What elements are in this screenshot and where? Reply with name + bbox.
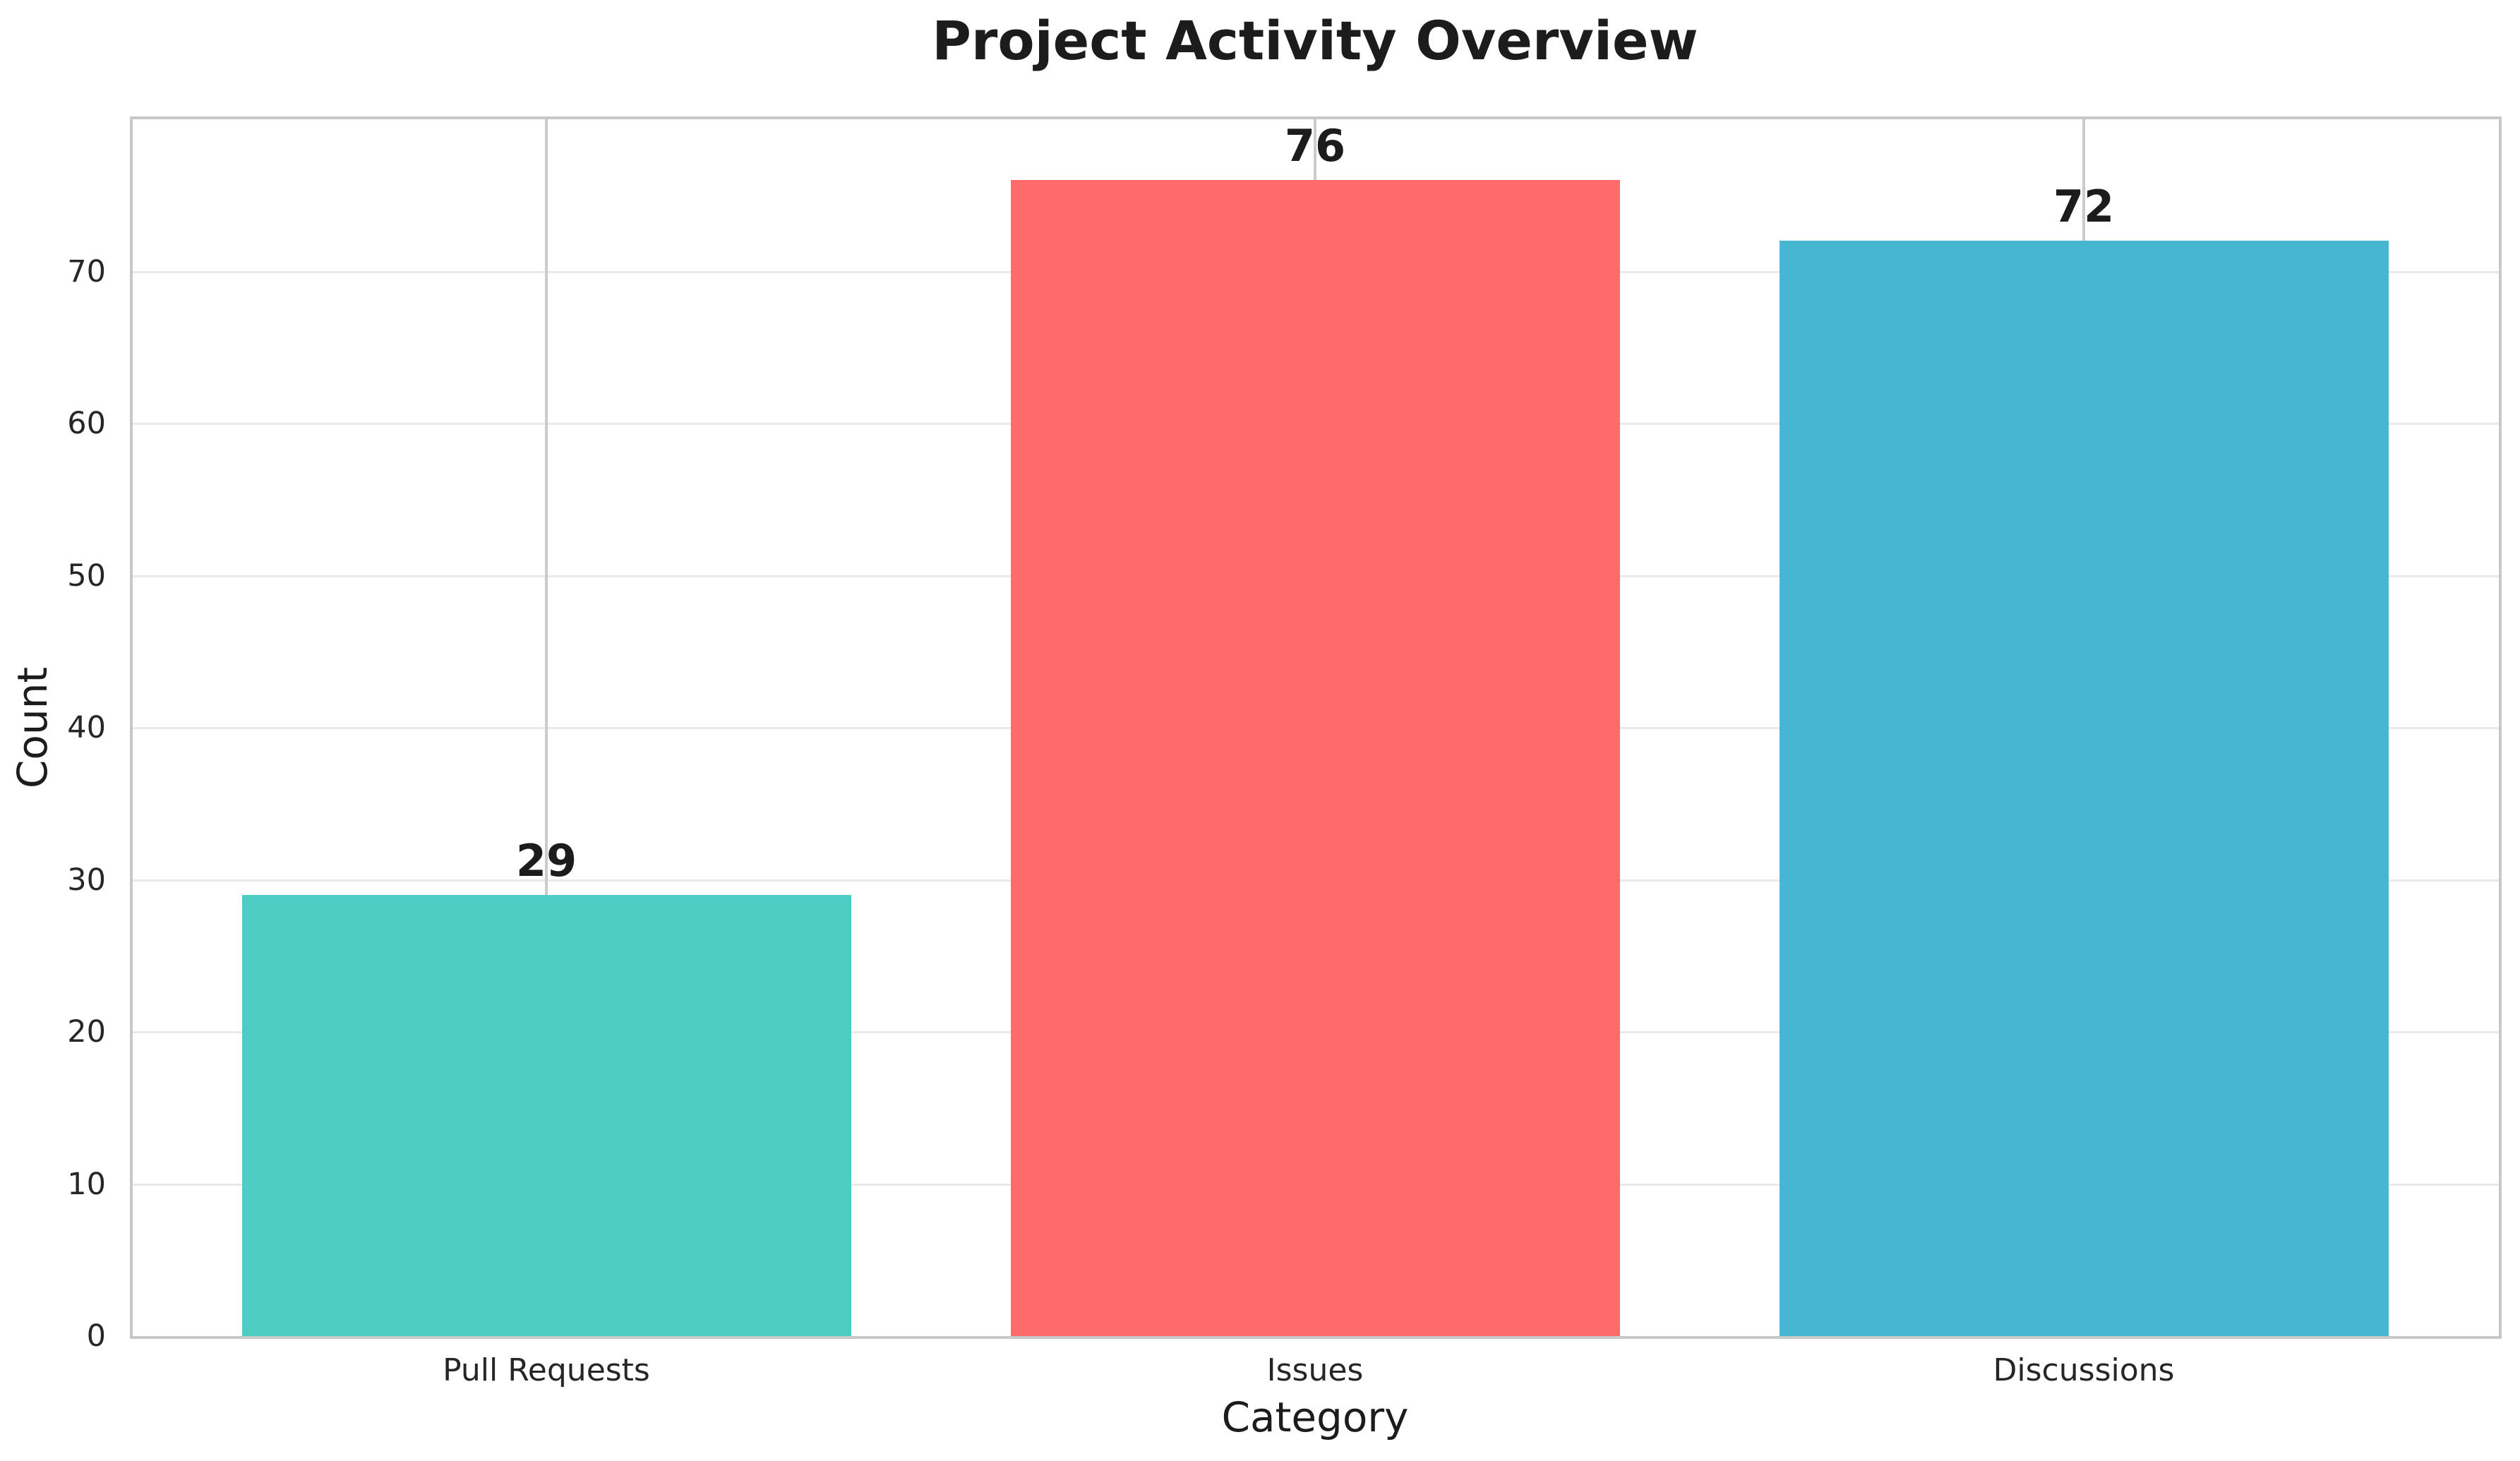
chart-title: Project Activity Overview [932, 9, 1698, 72]
plot-area [130, 116, 2502, 1339]
bar-pull-requests [241, 895, 851, 1336]
value-label-pull-requests: 29 [515, 835, 577, 887]
y-tick-label-50: 50 [67, 558, 106, 594]
x-tick-label-issues: Issues [1266, 1352, 1364, 1388]
bar-issues [1010, 180, 1620, 1336]
x-tick-label-discussions: Discussions [1993, 1352, 2175, 1388]
gridline-vertical-pull-requests [545, 119, 548, 1336]
y-tick-label-20: 20 [67, 1014, 106, 1050]
bar-discussions [1779, 241, 2389, 1336]
y-tick-label-30: 30 [67, 862, 106, 898]
value-label-discussions: 72 [2053, 181, 2115, 233]
y-tick-label-40: 40 [67, 710, 106, 745]
y-tick-label-60: 60 [67, 406, 106, 441]
x-tick-label-pull-requests: Pull Requests [443, 1352, 650, 1388]
x-axis-label: Category [1221, 1393, 1409, 1441]
y-tick-label-10: 10 [67, 1166, 106, 1202]
value-label-issues: 76 [1284, 120, 1346, 172]
y-tick-label-70: 70 [67, 253, 106, 289]
y-tick-label-0: 0 [86, 1318, 106, 1354]
